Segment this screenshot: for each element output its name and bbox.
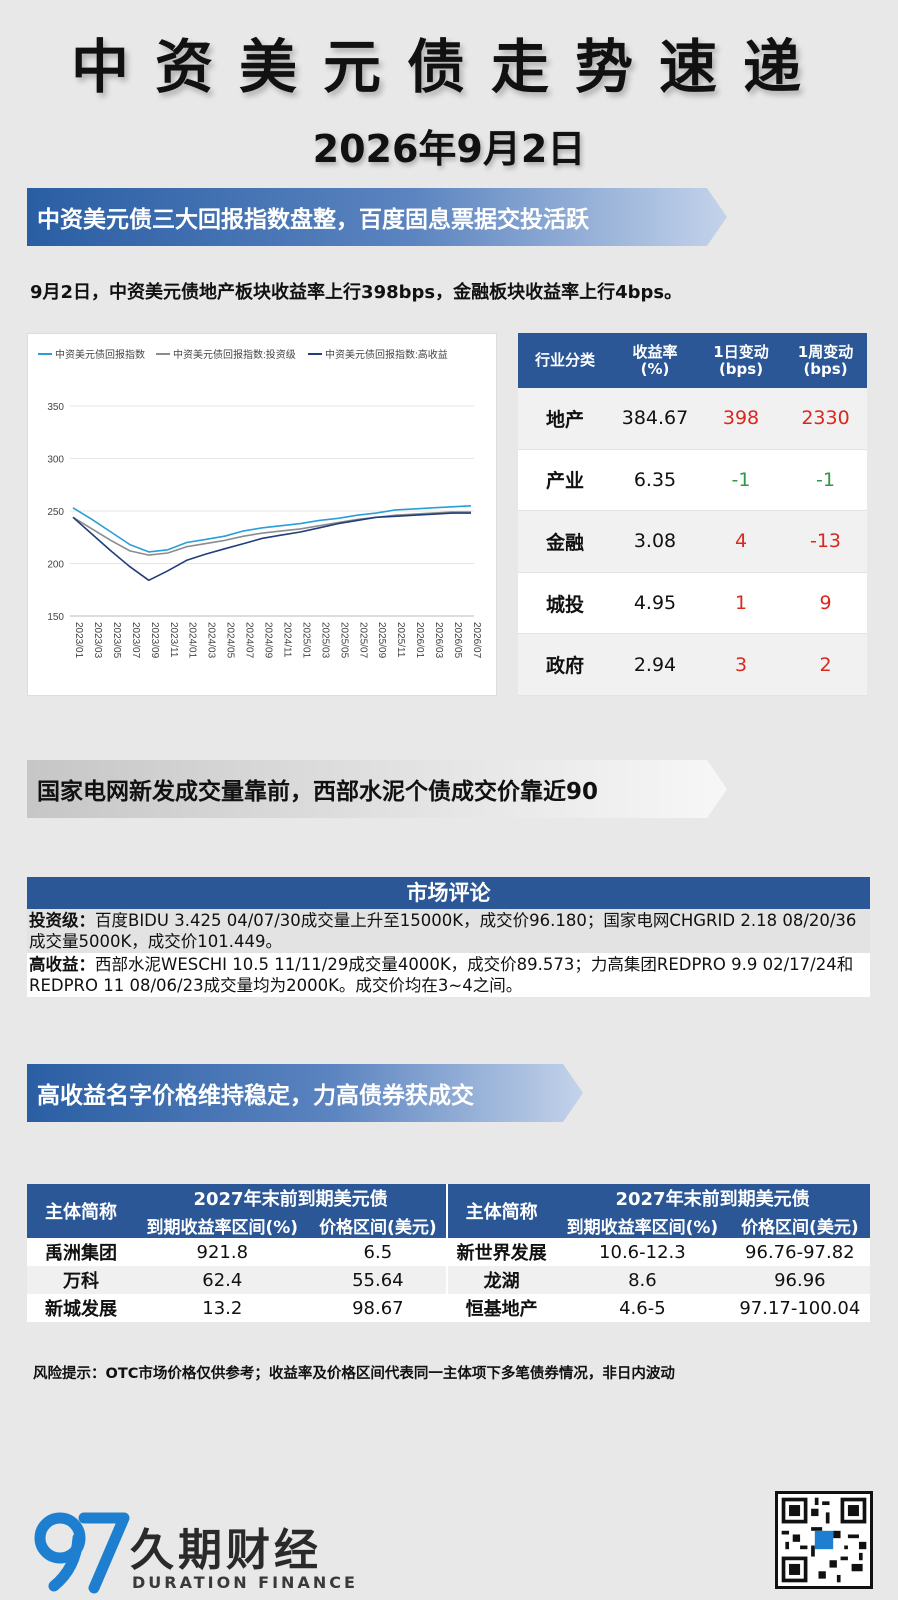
y-tick-label: 300 xyxy=(47,455,64,466)
sector-cell: 金融 xyxy=(545,531,584,554)
x-tick-label: 2026/05 xyxy=(452,622,463,659)
table-row: 新城发展 13.2 98.67 恒基地产 4.6-5 97.17-100.04 xyxy=(27,1294,870,1322)
x-tick-label: 2024/07 xyxy=(244,622,255,659)
x-tick-label: 2023/09 xyxy=(149,622,160,659)
table-header: 行业分类 收益率 (%) 1日变动 (bps) 1周变动 (bps) xyxy=(518,333,867,388)
x-tick-label: 2025/03 xyxy=(319,622,330,659)
table-row: 金融 3.08 4 -13 xyxy=(518,511,867,573)
comment-investment-grade: 投资级：百度BIDU 3.425 04/07/30成交量上升至15000K，成交… xyxy=(27,909,870,953)
x-tick-label: 2025/01 xyxy=(300,622,311,659)
section2-banner-text: 国家电网新发成交量靠前，西部水泥个债成交价靠近90 xyxy=(37,779,599,805)
legend-label: 中资美元债回报指数:投资级 xyxy=(173,348,296,361)
y-tick-label: 150 xyxy=(47,612,64,623)
sector-yield-table: 行业分类 收益率 (%) 1日变动 (bps) 1周变动 (bps) 地产 384.67… xyxy=(518,333,867,696)
change-1w-cell: 2 xyxy=(819,653,832,676)
table-row: 城投 4.95 1 9 xyxy=(518,573,867,635)
table-row: 产业 6.35 -1 -1 xyxy=(518,450,867,512)
y-tick-label: 350 xyxy=(47,402,64,413)
table-row: 政府 2.94 3 2 xyxy=(518,634,867,696)
x-tick-label: 2024/03 xyxy=(206,622,217,659)
report-date: 2026年9月2日 xyxy=(312,127,586,171)
brand-name-cn: 久期财经 xyxy=(130,1525,322,1576)
y-tick-label: 200 xyxy=(47,560,64,571)
col-name-right: 主体简称 xyxy=(446,1184,556,1238)
col-yield-right: 到期收益率区间(%) xyxy=(555,1212,730,1238)
yield-cell: 384.67 xyxy=(621,407,689,430)
legend-label: 中资美元债回报指数:高收益 xyxy=(325,348,448,361)
yield-cell: 2.94 xyxy=(633,653,677,676)
series-line xyxy=(72,505,472,553)
header-1w-change: 1周变动 (bps) xyxy=(797,342,854,378)
sector-cell: 产业 xyxy=(545,470,584,493)
change-1d-cell: 1 xyxy=(734,592,748,615)
change-1d-cell: 3 xyxy=(734,653,748,676)
x-tick-label: 2023/03 xyxy=(92,622,103,659)
x-tick-label: 2024/11 xyxy=(281,622,292,658)
table-row: 禹洲集团 921.8 6.5 新世界发展 10.6-12.3 96.76-97.… xyxy=(27,1238,870,1266)
sector-cell: 政府 xyxy=(545,655,584,678)
sector-cell: 地产 xyxy=(545,408,584,431)
section1-banner-text: 中资美元债三大回报指数盘整，百度固息票据交投活跃 xyxy=(37,207,589,233)
comment-high-yield: 高收益：西部水泥WESCHI 10.5 11/11/29成交量4000K，成交价… xyxy=(27,953,870,997)
risk-disclaimer: 风险提示：OTC市场价格仅供参考；收益率及价格区间代表同一主体项下多笔债券情况，… xyxy=(33,1366,675,1382)
section2-banner: 国家电网新发成交量靠前，西部水泥个债成交价靠近90 xyxy=(27,760,727,818)
x-tick-label: 2024/09 xyxy=(263,622,274,659)
col-price-right: 价格区间(美元) xyxy=(729,1212,870,1238)
col-yield-left: 到期收益率区间(%) xyxy=(135,1212,310,1238)
high-yield-price-table: 主体简称 2027年末前到期美元债 主体简称 2027年末前到期美元债 到期收益… xyxy=(27,1184,870,1322)
change-1d-cell: 4 xyxy=(734,530,748,553)
section1-banner: 中资美元债三大回报指数盘整，百度固息票据交投活跃 xyxy=(27,188,727,246)
x-tick-label: 2026/07 xyxy=(471,622,482,659)
change-1w-cell: 2330 xyxy=(801,407,850,430)
header-sector: 行业分类 xyxy=(534,351,595,369)
change-1d-cell: -1 xyxy=(731,468,751,491)
x-tick-label: 2023/11 xyxy=(168,622,179,658)
section3-banner-text: 高收益名字价格维持稳定，力高债券获成交 xyxy=(37,1083,474,1109)
brand-logo-icon xyxy=(34,1512,130,1594)
col-group-right: 2027年末前到期美元债 xyxy=(555,1184,870,1212)
x-tick-label: 2024/01 xyxy=(187,622,198,659)
summary-text: 9月2日，中资美元债地产板块收益率上行398bps，金融板块收益率上行4bps。 xyxy=(30,282,683,303)
x-tick-label: 2025/11 xyxy=(395,622,406,658)
table-row: 地产 384.67 398 2330 xyxy=(518,388,867,450)
y-tick-label: 250 xyxy=(47,507,64,518)
col-price-left: 价格区间(美元) xyxy=(309,1212,448,1238)
x-tick-label: 2023/01 xyxy=(73,622,84,659)
col-group-left: 2027年末前到期美元债 xyxy=(135,1184,448,1212)
x-tick-label: 2025/09 xyxy=(376,622,387,659)
page-title: 中资美元债走势速递 xyxy=(70,33,827,101)
x-tick-label: 2023/05 xyxy=(111,622,122,659)
return-index-chart: 150 200 250 300 350 2023/01 2023/03 2023/05 2023… xyxy=(27,333,497,696)
yield-cell: 4.95 xyxy=(633,592,677,615)
change-1d-cell: 398 xyxy=(722,407,760,430)
x-tick-label: 2024/05 xyxy=(225,622,236,659)
x-tick-label: 2023/07 xyxy=(130,622,141,659)
change-1w-cell: -1 xyxy=(816,468,835,491)
change-1w-cell: -13 xyxy=(809,530,842,553)
comment-title: 市场评论 xyxy=(27,877,870,909)
legend-label: 中资美元债回报指数 xyxy=(55,348,145,361)
col-name-left: 主体简称 xyxy=(27,1184,135,1238)
change-1w-cell: 9 xyxy=(819,592,832,615)
yield-cell: 3.08 xyxy=(633,530,677,553)
brand-name-en: DURATION FINANCE xyxy=(132,1573,358,1592)
qr-code-icon xyxy=(775,1491,873,1589)
market-comment: 市场评论 投资级：百度BIDU 3.425 04/07/30成交量上升至1500… xyxy=(27,877,870,997)
header-1d-change: 1日变动 (bps) xyxy=(713,342,769,378)
series-line xyxy=(72,511,471,556)
sector-cell: 城投 xyxy=(545,593,584,616)
table-row: 万科 62.4 55.64 龙湖 8.6 96.96 xyxy=(27,1266,870,1294)
x-tick-label: 2025/05 xyxy=(338,622,349,659)
header-yield: 收益率 (%) xyxy=(632,342,678,378)
chart-svg: 150 200 250 300 350 2023/01 2023/03 2023/05 2023… xyxy=(38,348,482,659)
series-line xyxy=(72,512,471,582)
x-tick-label: 2026/03 xyxy=(433,622,444,659)
x-tick-label: 2026/01 xyxy=(414,622,425,659)
section3-banner: 高收益名字价格维持稳定，力高债券获成交 xyxy=(27,1064,583,1122)
x-tick-label: 2025/07 xyxy=(357,622,368,659)
yield-cell: 6.35 xyxy=(633,468,677,491)
